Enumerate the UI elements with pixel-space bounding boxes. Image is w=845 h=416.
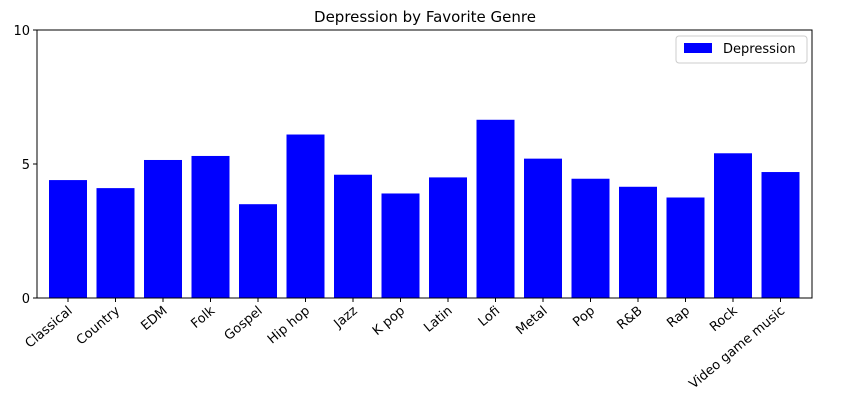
bar-video-game-music: [761, 172, 800, 298]
y-tick-label: 0: [22, 292, 30, 307]
bar-jazz: [334, 174, 372, 298]
bars-layer: [49, 119, 800, 298]
bar-folk: [191, 155, 230, 298]
bar-k-pop: [381, 193, 420, 298]
x-tick-label: Rock: [707, 303, 741, 335]
x-tick-label: Gospel: [222, 304, 266, 344]
legend-swatch: [684, 43, 712, 53]
x-tick-label: Classical: [23, 304, 76, 352]
bar-edm: [144, 159, 182, 298]
legend-label: Depression: [723, 42, 796, 57]
bar-rap: [666, 197, 705, 298]
bar-rock: [714, 153, 752, 298]
bar-classical: [49, 180, 87, 298]
chart-title: Depression by Favorite Genre: [314, 8, 536, 26]
bar-r-b: [619, 186, 657, 298]
x-tick-label: R&B: [614, 304, 645, 334]
bar-lofi: [476, 119, 515, 298]
legend: Depression: [675, 35, 808, 64]
bar-pop: [571, 178, 610, 298]
bar-hip-hop: [286, 134, 325, 298]
x-tick-label: Pop: [570, 304, 598, 331]
x-tick-label: Jazz: [331, 303, 361, 332]
bar-metal: [524, 158, 562, 298]
y-tick-label: 10: [13, 24, 30, 39]
x-tick-label: Rap: [664, 304, 693, 332]
x-tick-label: EDM: [138, 304, 170, 334]
x-tick-label: K pop: [370, 304, 408, 339]
x-tick-label: Lofi: [476, 304, 503, 330]
bar-gospel: [239, 204, 277, 298]
bar-latin: [429, 177, 467, 298]
legend-box: [675, 35, 808, 64]
x-tick-label: Metal: [513, 304, 550, 339]
x-tick-label: Country: [74, 303, 123, 348]
y-axis: 0 5 10: [13, 24, 37, 307]
bar-country: [96, 188, 135, 298]
x-tick-label: Latin: [421, 304, 455, 336]
y-tick-label: 5: [22, 158, 30, 173]
x-tick-label: Hip hop: [265, 304, 313, 348]
x-tick-label: Folk: [188, 303, 218, 332]
